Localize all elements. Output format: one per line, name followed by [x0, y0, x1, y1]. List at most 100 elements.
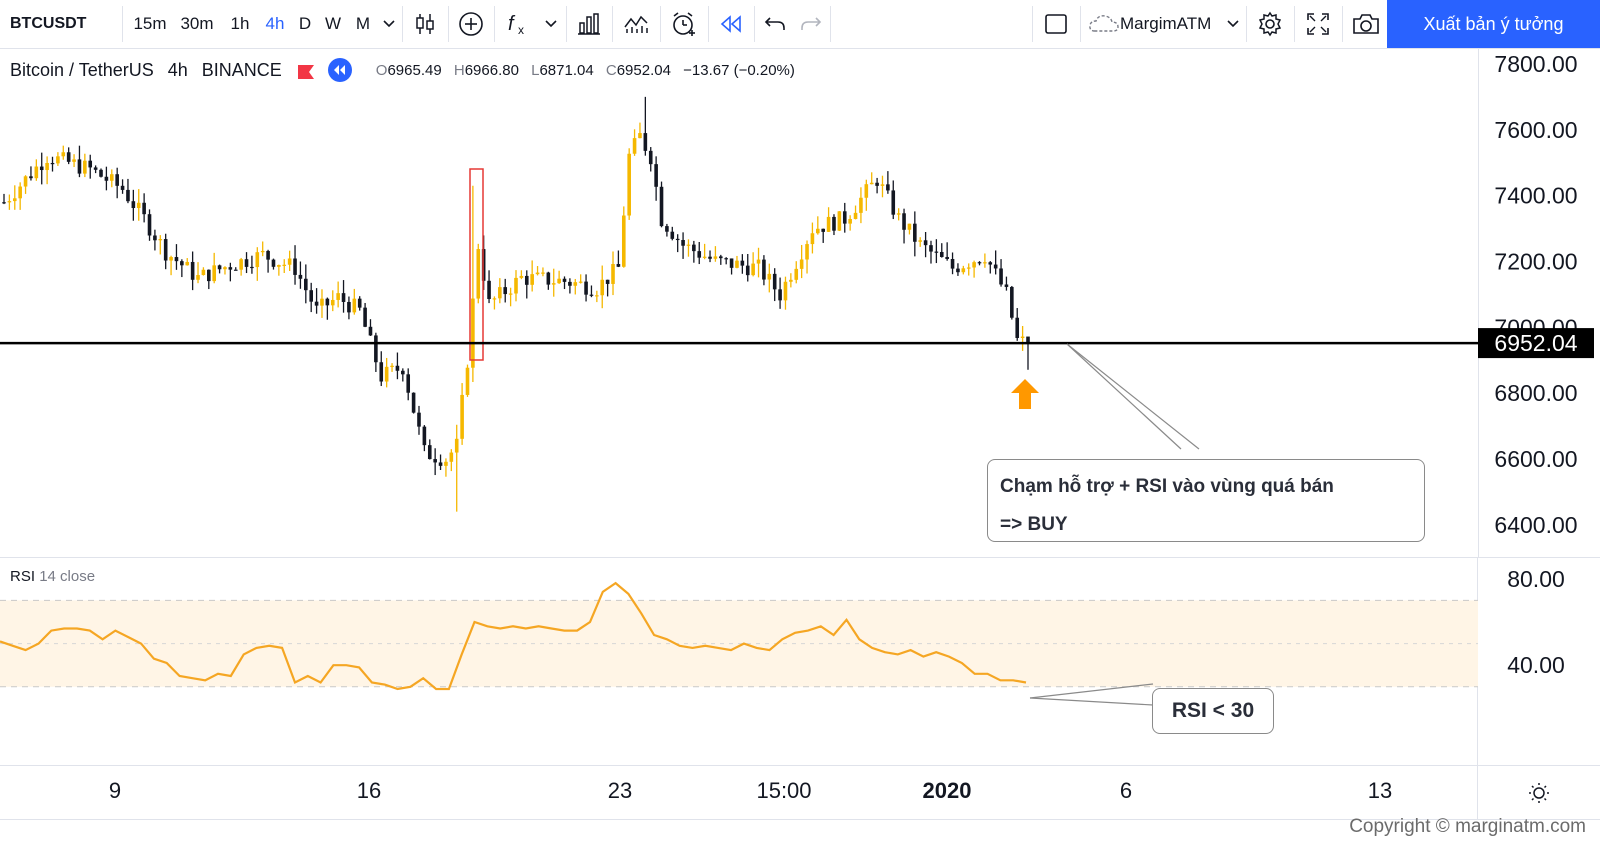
candle-body [805, 244, 809, 260]
rsi-callout-label: RSI < 30 [1171, 699, 1255, 722]
candle-body [913, 223, 917, 242]
rsi-chart[interactable]: 80.00 40.00 [0, 557, 1600, 765]
account-dropdown-icon[interactable] [1222, 0, 1244, 48]
candle-body [77, 159, 82, 174]
toolbar-divider [402, 6, 403, 42]
rsi-callout-pointer-lines [1029, 683, 1154, 706]
candle-body [848, 218, 852, 224]
candle-body [277, 265, 281, 267]
callout-line-2: => BUY [1000, 514, 1068, 535]
price-axis[interactable]: 7800.007600.007400.007200.007000.006800.… [1478, 49, 1578, 557]
timeframe-m[interactable]: M [355, 14, 371, 33]
candle-body [956, 268, 960, 273]
candle-body [869, 182, 874, 185]
candle-body [503, 287, 508, 295]
candle-body [983, 262, 987, 264]
timeframe-dropdown-icon[interactable] [378, 0, 400, 48]
candle-body [395, 365, 400, 371]
price-tick-label: 6800.00 [1494, 380, 1577, 406]
timeframe-15m[interactable]: 15m [133, 14, 167, 33]
candle-body [217, 265, 222, 270]
timeframe-d[interactable]: D [298, 14, 312, 33]
low-label: L [531, 61, 540, 79]
highlight-box [469, 168, 484, 361]
candle-body [120, 185, 125, 190]
candle-body [573, 282, 578, 286]
candle-body [875, 182, 879, 186]
rsi-oversold-callout[interactable]: RSI < 30 [1152, 688, 1274, 734]
publish-idea-button[interactable]: Xuất bản ý tưởng [1387, 0, 1600, 48]
financials-bar-chart-icon[interactable] [568, 0, 610, 48]
candle-body [611, 264, 615, 284]
rsi-legend[interactable]: RSI 14 close [10, 568, 95, 585]
time-axis[interactable]: 9 16 23 15:00 2020 6 13 [0, 765, 1600, 820]
candle-body [562, 278, 567, 282]
toolbar-divider [494, 6, 495, 42]
buy-signal-callout[interactable]: Chạm hỗ trợ + RSI vào vùng quá bán => BU… [987, 459, 1425, 542]
snapshot-camera-icon[interactable] [1344, 0, 1388, 48]
candle-body [153, 235, 157, 241]
candle-body [977, 262, 982, 264]
price-chart[interactable]: 7800.007600.007400.007200.007000.006800.… [0, 49, 1600, 557]
candle-body [551, 283, 556, 285]
candle-body [363, 307, 367, 327]
candle-body [487, 280, 491, 300]
candle-body [929, 245, 933, 252]
redo-icon[interactable] [794, 0, 828, 48]
candle-body [460, 394, 464, 439]
replay-rewind-icon[interactable] [327, 58, 352, 82]
undo-icon[interactable] [758, 0, 792, 48]
candle-body [492, 298, 497, 300]
symbol-title[interactable]: Bitcoin / TetherUS [10, 59, 154, 80]
candle-body [158, 239, 163, 241]
templates-chart-icon[interactable] [614, 0, 658, 48]
fullscreen-icon[interactable] [1296, 0, 1340, 48]
candle-body [255, 252, 260, 268]
candle-body [697, 251, 702, 258]
candle-body [1015, 317, 1020, 338]
low-value: 6871.04 [539, 61, 594, 79]
candle-body [250, 266, 254, 269]
timeframe-4h[interactable]: 4h [265, 14, 285, 33]
rsi-axis[interactable]: 80.00 40.00 [1507, 566, 1565, 678]
candle-body [498, 287, 502, 299]
flag-icon[interactable] [297, 63, 314, 79]
rsi-tick-label: 40.00 [1507, 652, 1565, 678]
candle-body [692, 244, 696, 252]
candle-body [600, 279, 605, 296]
timeframe-1h[interactable]: 1h [230, 14, 250, 33]
candle-body [837, 211, 842, 231]
candle-style-icon[interactable] [404, 0, 446, 48]
sun-settings-icon[interactable] [1529, 783, 1549, 803]
candle-body [287, 258, 292, 265]
timeframe-w[interactable]: W [324, 14, 342, 33]
candle-body [34, 166, 39, 179]
callout-pointer-lines [1066, 343, 1200, 450]
candle-body [309, 290, 313, 302]
candle-body [88, 160, 93, 168]
candle-body [352, 298, 357, 313]
alert-clock-icon[interactable] [662, 0, 706, 48]
layout-square-icon[interactable] [1034, 0, 1078, 48]
candle-body [524, 275, 529, 285]
candle-body [147, 214, 152, 236]
settings-gear-icon[interactable] [1248, 0, 1292, 48]
copyright-watermark: Copyright © marginatm.com [1349, 816, 1586, 837]
rsi-line [0, 581, 1027, 691]
replay-rewind-icon[interactable] [710, 0, 752, 48]
rsi-tick-label: 80.00 [1507, 566, 1565, 592]
compare-add-icon[interactable] [450, 0, 492, 48]
candle-body [853, 212, 858, 219]
candle-body [29, 176, 33, 179]
candle-body [675, 238, 680, 241]
symbol-search-button[interactable]: BTCUSDT [10, 15, 87, 32]
cloud-save-icon[interactable] [1086, 0, 1122, 48]
candle-body [61, 152, 66, 157]
time-label-9: 9 [109, 778, 121, 803]
candle-body [23, 176, 28, 187]
timeframe-30m[interactable]: 30m [180, 14, 214, 33]
candle-body [357, 298, 362, 308]
account-name-label[interactable]: MargimATM [1120, 14, 1212, 33]
indicators-dropdown-icon[interactable] [540, 0, 562, 48]
